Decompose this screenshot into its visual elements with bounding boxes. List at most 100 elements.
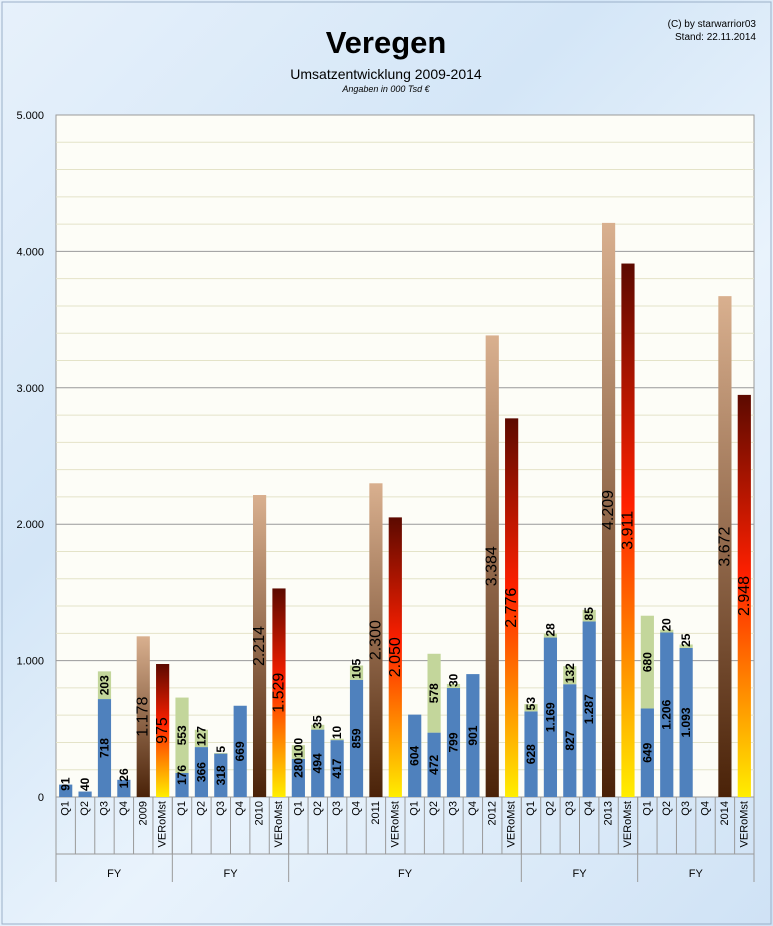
bar-value-label: 604	[408, 745, 422, 765]
bar-add-segment	[214, 752, 228, 754]
bar-value-label: 669	[233, 741, 247, 761]
bar-add-segment	[524, 704, 538, 712]
bar-value-label: 718	[97, 738, 111, 758]
bar-total	[601, 222, 616, 797]
x-tick-label: Q3	[331, 801, 343, 816]
x-tick-label: Q2	[312, 801, 324, 816]
bar-add-label: 132	[563, 663, 577, 683]
y-tick-label: 4.000	[16, 246, 44, 258]
bar-value-label: 417	[330, 758, 344, 778]
bar-value-label: 280	[291, 758, 305, 778]
bar-add-label: 100	[291, 737, 305, 757]
bar-base-segment	[446, 688, 461, 797]
x-tick-label: Q3	[564, 801, 576, 816]
bar-quarter: 718 203	[97, 671, 111, 797]
x-tick-label: Q2	[195, 801, 207, 816]
bar-quarter: 417 10	[330, 725, 344, 797]
bar-add-label: 25	[679, 633, 693, 647]
bar-total	[252, 495, 267, 797]
group-label: FY	[107, 868, 122, 880]
x-tick-label: Q2	[661, 801, 673, 816]
unit-note: Angaben in 000 Tsd €	[341, 84, 430, 94]
bar-base-segment	[408, 714, 422, 797]
bar-add-segment	[660, 629, 674, 633]
bar-value-label: 859	[350, 728, 364, 748]
x-tick-label: Q3	[447, 801, 459, 816]
bar-add-segment	[679, 644, 693, 648]
bar-value-label: 1.287	[582, 694, 596, 724]
x-tick-label: 2011	[370, 801, 382, 825]
bar-total	[156, 664, 170, 797]
bar-total-label: 1.178	[135, 697, 152, 737]
bar-base-segment	[563, 684, 577, 797]
bar-fy: 4.209	[600, 222, 617, 797]
bar-total-label: 1.529	[270, 673, 287, 713]
bar-add-label: 553	[175, 725, 189, 745]
x-tick-label: Q3	[680, 801, 692, 816]
bar-add-segment	[563, 666, 577, 685]
bar-base-segment	[660, 632, 674, 797]
bar-total-label: 4.209	[600, 490, 617, 530]
bar-value-label: 901	[466, 725, 480, 745]
bar-value-label: 472	[427, 754, 441, 774]
bar-quarter: 604	[408, 714, 422, 797]
bar-add-segment	[291, 745, 305, 759]
x-tick-label: Q1	[176, 801, 188, 816]
bar-base-segment	[194, 747, 209, 797]
bar-quarter: 799 30	[446, 673, 460, 797]
bar-fy: 2.214	[251, 495, 268, 797]
bars-layer: 91 40 718 203 126 1.178 975 176 553 366 127 318 5 669…	[59, 222, 753, 797]
bar-vero: 975	[154, 664, 171, 797]
bar-value-label: 827	[563, 730, 577, 750]
bar-quarter: 1.169 28	[543, 623, 557, 797]
bar-base-segment	[349, 679, 364, 797]
x-tick-label: Q1	[409, 801, 421, 816]
bar-quarter: 494 35	[311, 715, 325, 797]
bar-add-segment	[640, 615, 654, 709]
bar-add-label: 680	[640, 652, 654, 672]
bar-quarter: 628 53	[524, 697, 538, 797]
bar-vero: 2.948	[736, 394, 753, 797]
x-tick-label: Q1	[60, 801, 72, 816]
bar-fy: 1.178	[135, 636, 152, 797]
x-tick-label: Q2	[544, 801, 556, 816]
bar-quarter: 40	[78, 777, 92, 797]
bar-add-label: 30	[446, 673, 460, 687]
bar-total-label: 3.911	[619, 511, 636, 550]
bar-add-label: 105	[350, 658, 364, 678]
bar-quarter: 1.093 25	[679, 633, 693, 797]
bar-add-segment	[97, 671, 112, 700]
bar-add-label: 20	[660, 618, 674, 632]
x-tick-label: VERoMst	[622, 801, 634, 847]
bar-fy: 3.672	[716, 296, 733, 797]
bar-add-segment	[427, 653, 441, 733]
bar-total	[136, 636, 150, 797]
bar-add-segment	[330, 738, 344, 741]
group-label: FY	[398, 868, 413, 880]
bar-base-segment	[582, 621, 596, 797]
bar-add-label: 28	[543, 623, 557, 637]
bar-add-segment	[311, 724, 325, 730]
bar-total-label: 975	[154, 717, 171, 744]
bar-base-segment	[214, 753, 228, 797]
bar-vero: 1.529	[270, 588, 287, 797]
bar-quarter: 126	[117, 768, 131, 797]
x-tick-label: 2014	[719, 801, 731, 825]
bar-quarter: 859 105	[350, 658, 364, 797]
x-tick-label: Q4	[467, 801, 479, 816]
bar-total	[718, 296, 732, 797]
x-tick-label: Q3	[98, 801, 110, 816]
x-tick-label: 2013	[603, 801, 615, 825]
group-label: FY	[689, 868, 704, 880]
bar-add-label: 5	[214, 746, 228, 753]
x-tick-label: Q4	[234, 801, 246, 816]
bar-fy: 3.384	[484, 335, 501, 797]
bar-total	[485, 335, 499, 797]
bar-value-label: 91	[59, 777, 73, 791]
bar-total-label: 2.050	[387, 637, 404, 677]
x-tick-label: 2012	[486, 801, 498, 825]
bar-add-segment	[175, 697, 189, 773]
bar-quarter: 1.206 20	[660, 618, 674, 797]
bar-base-segment	[97, 699, 112, 797]
y-axis: 0 1.000 2.000 3.000 4.000 5.000	[16, 110, 44, 804]
